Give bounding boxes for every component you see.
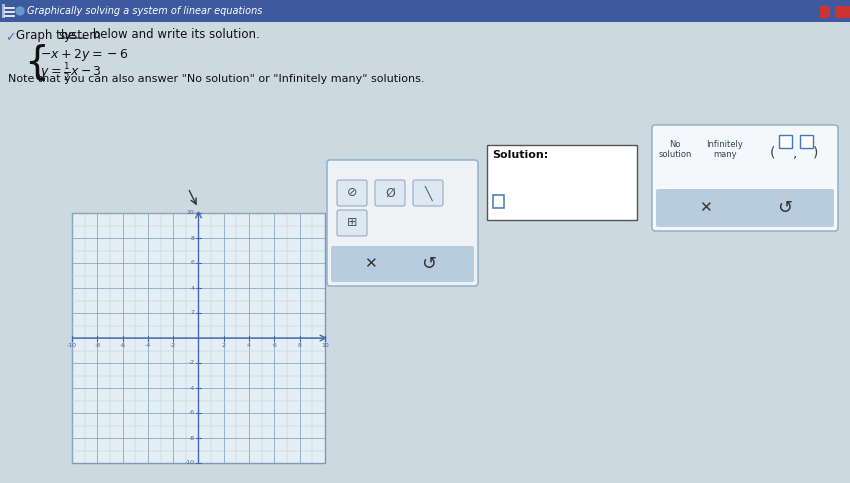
Text: -6: -6 — [189, 411, 195, 415]
Text: 6: 6 — [190, 260, 195, 266]
Text: system: system — [58, 28, 101, 42]
Text: 2: 2 — [222, 343, 226, 348]
Text: 4: 4 — [247, 343, 251, 348]
FancyBboxPatch shape — [493, 195, 504, 208]
Text: 8: 8 — [298, 343, 302, 348]
FancyBboxPatch shape — [800, 135, 813, 148]
Text: (: ( — [770, 146, 776, 160]
FancyBboxPatch shape — [487, 145, 637, 220]
Text: Graphically solving a system of linear equations: Graphically solving a system of linear e… — [27, 6, 263, 16]
Text: -2: -2 — [188, 360, 195, 366]
Text: Infinitely
many: Infinitely many — [706, 140, 744, 159]
Text: below and write its solution.: below and write its solution. — [89, 28, 260, 42]
Text: ⊞: ⊞ — [347, 216, 357, 229]
FancyBboxPatch shape — [337, 180, 367, 206]
FancyBboxPatch shape — [0, 22, 850, 483]
FancyBboxPatch shape — [2, 4, 5, 18]
FancyBboxPatch shape — [845, 6, 850, 18]
Text: Ø: Ø — [385, 186, 395, 199]
Text: ↺: ↺ — [777, 199, 792, 217]
Text: 6: 6 — [273, 343, 276, 348]
Text: 10: 10 — [321, 343, 329, 348]
Text: $y=\frac{1}{2}x-3$: $y=\frac{1}{2}x-3$ — [40, 61, 102, 83]
FancyBboxPatch shape — [820, 6, 830, 18]
Text: -2: -2 — [170, 343, 176, 348]
FancyBboxPatch shape — [375, 180, 405, 206]
Text: -4: -4 — [188, 385, 195, 390]
FancyBboxPatch shape — [72, 213, 325, 463]
Text: No
solution: No solution — [658, 140, 692, 159]
Text: ,: , — [793, 146, 797, 160]
FancyBboxPatch shape — [327, 160, 478, 286]
FancyBboxPatch shape — [337, 210, 367, 236]
FancyBboxPatch shape — [835, 6, 845, 18]
FancyBboxPatch shape — [652, 125, 838, 231]
Text: -10: -10 — [184, 460, 195, 466]
Text: ): ) — [813, 146, 819, 160]
Text: -10: -10 — [67, 343, 77, 348]
Text: ✓: ✓ — [5, 31, 15, 44]
Text: ✕: ✕ — [699, 200, 711, 215]
FancyBboxPatch shape — [0, 0, 850, 22]
Circle shape — [16, 7, 24, 15]
Text: $-x+2y=-6$: $-x+2y=-6$ — [40, 47, 128, 63]
Text: {: { — [24, 43, 48, 81]
Text: -8: -8 — [189, 436, 195, 440]
Text: ⊘: ⊘ — [347, 186, 357, 199]
FancyBboxPatch shape — [779, 135, 792, 148]
Text: 8: 8 — [190, 236, 195, 241]
Text: ↺: ↺ — [421, 255, 436, 273]
FancyBboxPatch shape — [413, 180, 443, 206]
Text: 2: 2 — [190, 311, 195, 315]
Text: 4: 4 — [190, 285, 195, 290]
Text: Note that you can also answer "No solution" or "Infinitely many" solutions.: Note that you can also answer "No soluti… — [8, 74, 424, 84]
FancyBboxPatch shape — [331, 246, 474, 282]
Text: Graph the: Graph the — [16, 28, 79, 42]
Text: ✕: ✕ — [364, 256, 377, 271]
FancyBboxPatch shape — [656, 189, 834, 227]
Text: -8: -8 — [94, 343, 100, 348]
Text: ╲: ╲ — [424, 185, 432, 200]
Text: -4: -4 — [144, 343, 151, 348]
Text: -6: -6 — [120, 343, 126, 348]
Text: Solution:: Solution: — [492, 150, 548, 160]
Text: 10: 10 — [187, 211, 195, 215]
